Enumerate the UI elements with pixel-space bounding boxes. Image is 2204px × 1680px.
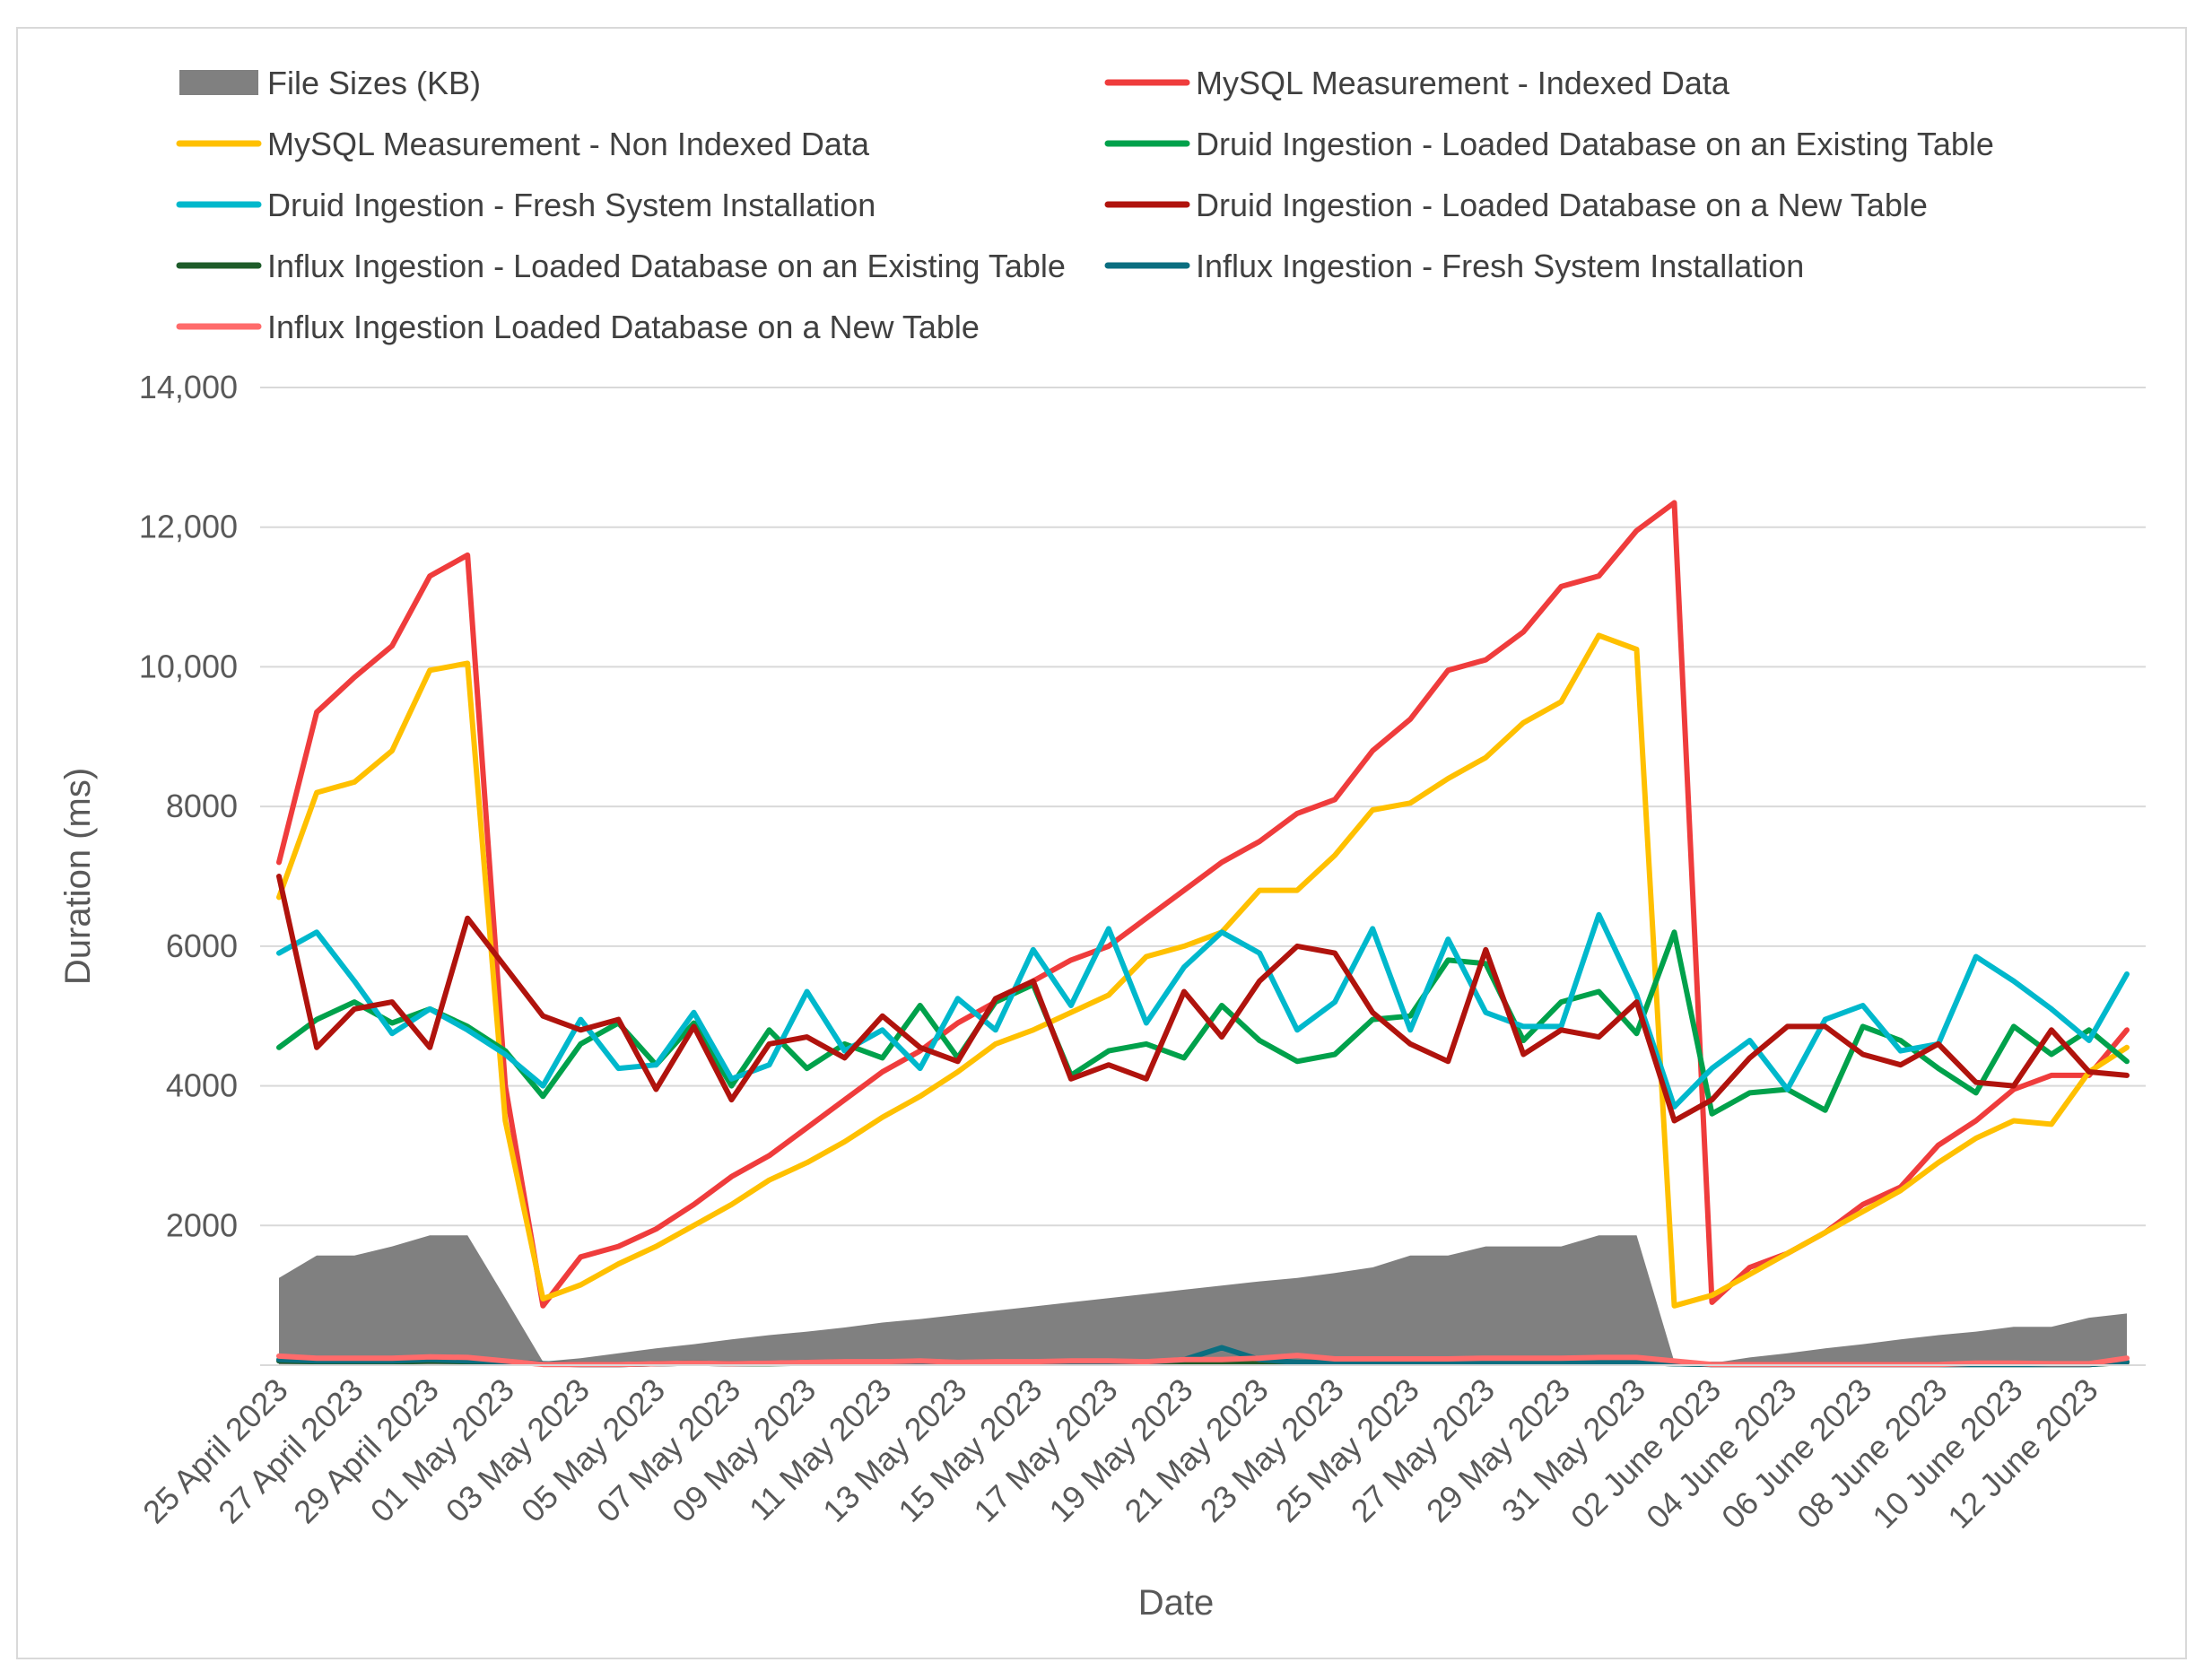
line-chart: 2000 4000 6000 8000 10,000 12,000 14,000 25 Ap… (58, 65, 2146, 1623)
x-axis-title: Date (1138, 1583, 1215, 1623)
legend-swatch (179, 70, 258, 95)
legend-label: Influx Ingestion - Fresh System Installa… (1196, 248, 1804, 284)
y-tick-label: 2000 (166, 1206, 238, 1243)
legend-label: Druid Ingestion - Fresh System Installat… (267, 187, 876, 223)
y-tick-label: 12,000 (139, 509, 238, 545)
chart-frame: 2000 4000 6000 8000 10,000 12,000 14,000 25 Ap… (16, 27, 2187, 1659)
y-axis-ticks: 2000 4000 6000 8000 10,000 12,000 14,000 (139, 369, 238, 1243)
legend-label: MySQL Measurement - Non Indexed Data (267, 126, 870, 162)
line-series-5 (276, 874, 2130, 1124)
legend-label: Druid Ingestion - Loaded Database on a N… (1196, 187, 1928, 223)
y-tick-label: 4000 (166, 1067, 238, 1104)
y-tick-label: 10,000 (139, 648, 238, 684)
area-series-file-sizes (279, 1235, 2127, 1365)
line-series-2 (276, 632, 2130, 1309)
line-layer (276, 500, 2130, 1368)
legend-label: Druid Ingestion - Loaded Database on an … (1196, 126, 1994, 162)
gridlines (260, 387, 2146, 1227)
legend-label: Influx Ingestion Loaded Database on a Ne… (267, 309, 980, 345)
y-tick-label: 14,000 (139, 369, 238, 405)
line-series-1 (276, 500, 2130, 1309)
y-tick-label: 6000 (166, 927, 238, 964)
y-tick-label: 8000 (166, 788, 238, 824)
legend-label: Influx Ingestion - Loaded Database on an… (267, 248, 1066, 284)
legend: File Sizes (KB) MySQL Measurement - Index… (176, 65, 1994, 345)
area-layer (279, 1235, 2127, 1365)
y-axis-title: Duration (ms) (58, 768, 98, 985)
legend-label: MySQL Measurement - Indexed Data (1196, 65, 1730, 101)
line-series-3 (276, 929, 2130, 1117)
legend-label: File Sizes (KB) (267, 65, 481, 101)
